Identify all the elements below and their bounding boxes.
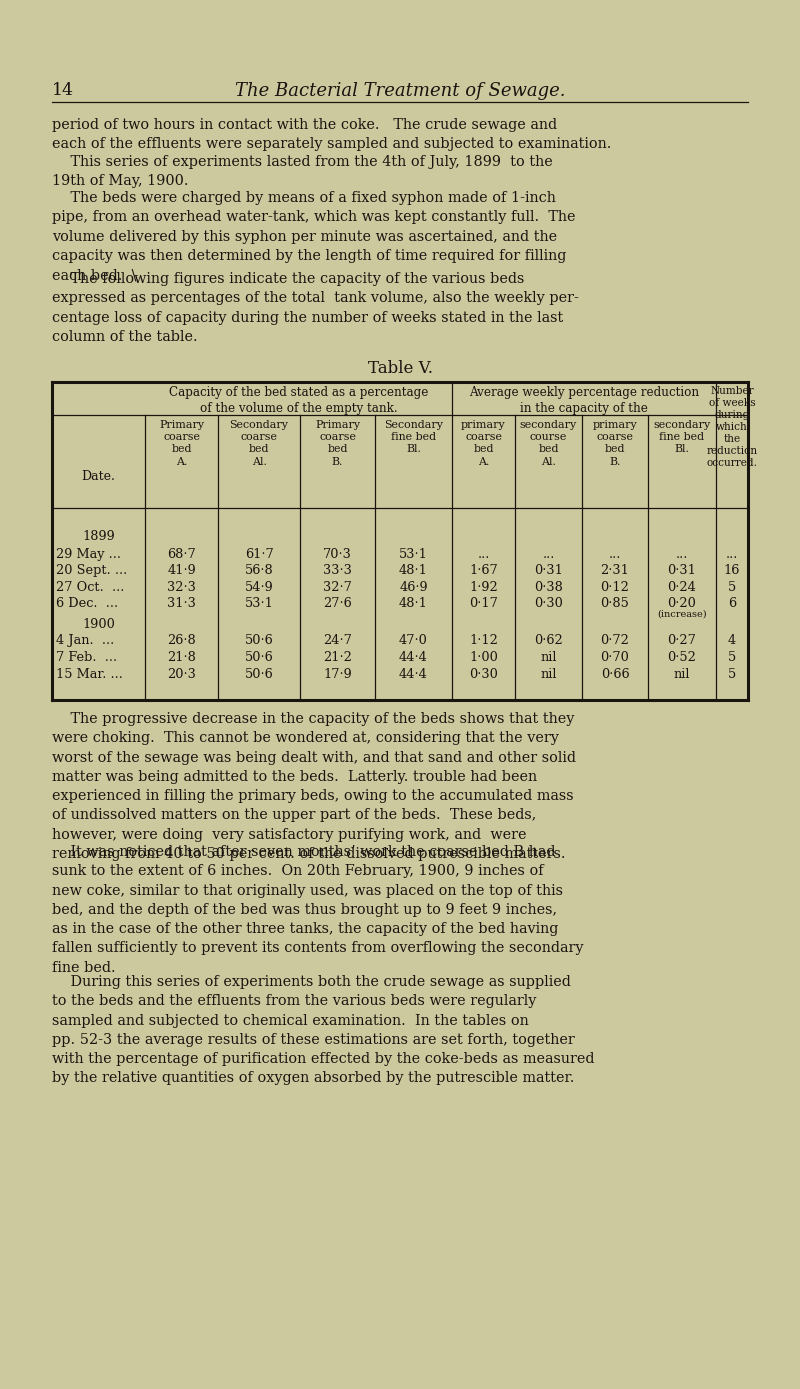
- Text: 0·72: 0·72: [601, 633, 630, 647]
- Text: 31·3: 31·3: [167, 597, 196, 610]
- Text: 5: 5: [728, 581, 736, 594]
- Text: During this series of experiments both the crude sewage as supplied
to the beds : During this series of experiments both t…: [52, 975, 594, 1085]
- Text: 68·7: 68·7: [167, 549, 196, 561]
- Text: 0·17: 0·17: [469, 597, 498, 610]
- Text: ...: ...: [726, 549, 738, 561]
- Text: 5: 5: [728, 651, 736, 664]
- Text: 0·30: 0·30: [469, 668, 498, 681]
- Text: 27 Oct.  ...: 27 Oct. ...: [56, 581, 124, 594]
- Text: 44·4: 44·4: [399, 668, 428, 681]
- Text: period of two hours in contact with the coke.   The crude sewage and
each of the: period of two hours in contact with the …: [52, 118, 611, 151]
- Text: The following figures indicate the capacity of the various beds
expressed as per: The following figures indicate the capac…: [52, 272, 579, 344]
- Text: 1·00: 1·00: [469, 651, 498, 664]
- Text: Number
of weeks
during
which
the
reduction
occurred.: Number of weeks during which the reducti…: [706, 386, 758, 468]
- Text: (increase): (increase): [657, 610, 707, 619]
- Text: 29 May ...: 29 May ...: [56, 549, 121, 561]
- Text: ...: ...: [478, 549, 490, 561]
- Text: secondary
fine bed
Bl.: secondary fine bed Bl.: [654, 419, 710, 454]
- Text: 50·6: 50·6: [245, 651, 274, 664]
- Text: 4 Jan.  ...: 4 Jan. ...: [56, 633, 114, 647]
- Text: nil: nil: [540, 651, 557, 664]
- Text: 0·31: 0·31: [667, 564, 697, 576]
- Text: Table V.: Table V.: [367, 360, 433, 376]
- Text: Primary
coarse
bed
A.: Primary coarse bed A.: [159, 419, 204, 467]
- Text: 0·66: 0·66: [601, 668, 630, 681]
- Text: 32·3: 32·3: [167, 581, 196, 594]
- Text: 0·52: 0·52: [667, 651, 697, 664]
- Text: 53·1: 53·1: [399, 549, 428, 561]
- Text: 27·6: 27·6: [323, 597, 352, 610]
- Text: nil: nil: [540, 668, 557, 681]
- Text: 5: 5: [728, 668, 736, 681]
- Text: 48·1: 48·1: [399, 597, 428, 610]
- Text: 15 Mar. ...: 15 Mar. ...: [56, 668, 123, 681]
- Text: primary
coarse
bed
A.: primary coarse bed A.: [461, 419, 506, 467]
- Text: 0·31: 0·31: [534, 564, 563, 576]
- Text: nil: nil: [674, 668, 690, 681]
- Text: ...: ...: [609, 549, 621, 561]
- Text: 0·12: 0·12: [601, 581, 630, 594]
- Text: 1900: 1900: [82, 618, 115, 631]
- Text: 56·8: 56·8: [245, 564, 274, 576]
- Text: 14: 14: [52, 82, 74, 99]
- Text: It was noticed that after seven months’ work the coarse bed B had
sunk to the ex: It was noticed that after seven months’ …: [52, 845, 583, 975]
- Text: 48·1: 48·1: [399, 564, 428, 576]
- Text: 53·1: 53·1: [245, 597, 274, 610]
- Text: Secondary
coarse
bed
Al.: Secondary coarse bed Al.: [230, 419, 289, 467]
- Text: 6 Dec.  ...: 6 Dec. ...: [56, 597, 118, 610]
- Text: 6: 6: [728, 597, 736, 610]
- Text: 44·4: 44·4: [399, 651, 428, 664]
- Text: 47·0: 47·0: [399, 633, 428, 647]
- Text: This series of experiments lasted from the 4th of July, 1899  to the
19th of May: This series of experiments lasted from t…: [52, 156, 553, 189]
- Text: 17·9: 17·9: [323, 668, 352, 681]
- Text: Secondary
fine bed
Bl.: Secondary fine bed Bl.: [384, 419, 443, 454]
- Text: 24·7: 24·7: [323, 633, 352, 647]
- Text: primary
coarse
bed
B.: primary coarse bed B.: [593, 419, 638, 467]
- Text: Date.: Date.: [82, 469, 115, 483]
- Text: 21·8: 21·8: [167, 651, 196, 664]
- Text: 54·9: 54·9: [245, 581, 274, 594]
- Text: 1·67: 1·67: [469, 564, 498, 576]
- Text: 61·7: 61·7: [245, 549, 274, 561]
- Text: Capacity of the bed stated as a percentage
of the volume of the empty tank.: Capacity of the bed stated as a percenta…: [169, 386, 428, 415]
- Text: ...: ...: [676, 549, 688, 561]
- Text: 50·6: 50·6: [245, 668, 274, 681]
- Text: 50·6: 50·6: [245, 633, 274, 647]
- Text: 1899: 1899: [82, 531, 115, 543]
- Text: 0·27: 0·27: [667, 633, 697, 647]
- Text: 2·31: 2·31: [601, 564, 630, 576]
- Text: The progressive decrease in the capacity of the beds shows that they
were chokin: The progressive decrease in the capacity…: [52, 713, 576, 861]
- Text: 0·85: 0·85: [601, 597, 630, 610]
- Text: 20 Sept. ...: 20 Sept. ...: [56, 564, 127, 576]
- Text: 41·9: 41·9: [167, 564, 196, 576]
- Text: The Bacterial Treatment of Sewage.: The Bacterial Treatment of Sewage.: [234, 82, 566, 100]
- Text: 33·3: 33·3: [323, 564, 352, 576]
- Text: 0·38: 0·38: [534, 581, 563, 594]
- Text: Average weekly percentage reduction
in the capacity of the: Average weekly percentage reduction in t…: [469, 386, 699, 415]
- Text: 0·62: 0·62: [534, 633, 563, 647]
- Text: 20·3: 20·3: [167, 668, 196, 681]
- Text: 0·70: 0·70: [601, 651, 630, 664]
- Text: 0·24: 0·24: [667, 581, 697, 594]
- Text: 46·9: 46·9: [399, 581, 428, 594]
- Text: 1·92: 1·92: [469, 581, 498, 594]
- Text: 26·8: 26·8: [167, 633, 196, 647]
- Text: ...: ...: [542, 549, 554, 561]
- Text: 32·7: 32·7: [323, 581, 352, 594]
- Text: 21·2: 21·2: [323, 651, 352, 664]
- Text: 0·30: 0·30: [534, 597, 563, 610]
- Text: secondary
course
bed
Al.: secondary course bed Al.: [520, 419, 577, 467]
- Text: 1·12: 1·12: [469, 633, 498, 647]
- Text: Primary
coarse
bed
B.: Primary coarse bed B.: [315, 419, 360, 467]
- Text: 16: 16: [724, 564, 740, 576]
- Text: The beds were charged by means of a fixed syphon made of 1-inch
pipe, from an ov: The beds were charged by means of a fixe…: [52, 192, 575, 282]
- Text: 70·3: 70·3: [323, 549, 352, 561]
- Text: 7 Feb.  ...: 7 Feb. ...: [56, 651, 117, 664]
- Text: 4: 4: [728, 633, 736, 647]
- Text: 0·20: 0·20: [667, 597, 697, 610]
